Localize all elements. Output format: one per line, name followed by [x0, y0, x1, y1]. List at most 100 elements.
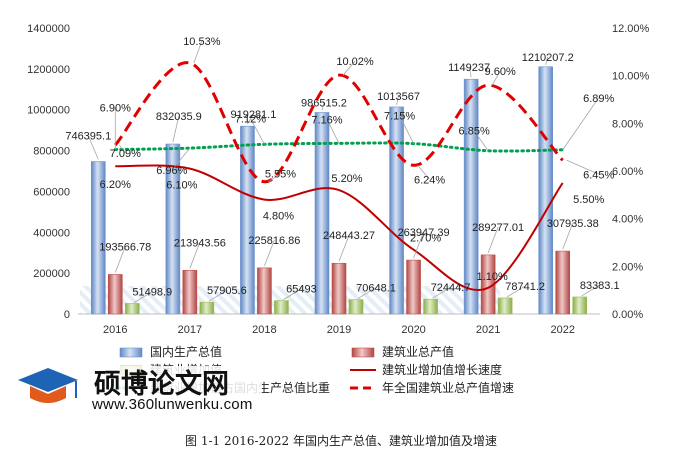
label-gdp: 986515.2 [301, 97, 347, 109]
y-tick-label: 800000 [33, 146, 70, 158]
bar-construction-added [423, 298, 438, 315]
line-added-share [113, 141, 565, 153]
lines [113, 61, 565, 291]
legend-item: 建筑业增加值增长速度 [350, 362, 502, 377]
label-construction-output: 307935.38 [547, 218, 599, 230]
leader-line [566, 159, 599, 175]
label-output-growth: 7.09% [110, 148, 141, 160]
leader-line [562, 222, 574, 250]
label-construction-added: 51498.9 [132, 286, 172, 298]
y2-tick-label: 0.00% [612, 309, 643, 321]
y-tick-label: 1000000 [27, 105, 70, 117]
bar-construction-added [572, 296, 588, 315]
x-tick-label: 2022 [550, 324, 574, 336]
bar-construction-output [107, 274, 123, 315]
leader-line [357, 287, 377, 299]
legend-swatch [119, 347, 143, 358]
leader-line [283, 288, 302, 300]
label-gdp: 1013567 [377, 91, 420, 103]
leader-line [487, 226, 499, 254]
figure-caption: 图 1-1 2016-2022 年国内生产总值、建筑业增加值及增速 [185, 434, 497, 448]
legend-label: 国内生产总值 [150, 344, 222, 359]
x-tick-label: 2021 [476, 324, 500, 336]
leader-line [417, 165, 430, 180]
leader-line [399, 115, 414, 144]
bar-construction-added [199, 301, 215, 315]
label-construction-added: 57905.6 [207, 285, 247, 297]
y2-tick-label: 4.00% [612, 214, 643, 226]
legend-label: 建筑业增加值增长速度 [382, 362, 502, 377]
legend-item: 年全国建筑业总产值增速 [350, 380, 514, 395]
leader-line [172, 115, 180, 143]
x-tick-label: 2017 [178, 324, 202, 336]
label-added-growth: 6.20% [100, 179, 131, 191]
label-added-share: 7.16% [311, 114, 342, 126]
bar-construction-output [257, 267, 272, 315]
axes: 0 200000 400000 600000 800000 1000000 1200000 1… [27, 23, 649, 336]
bar-construction-added [348, 299, 364, 315]
legend-label: 建筑业总产值 [382, 344, 454, 359]
legend-label: 年全国建筑业总产值增速 [382, 380, 514, 395]
label-gdp: 1210207.2 [522, 52, 574, 64]
y2-tick-label: 8.00% [612, 118, 643, 130]
y-tick-label: 400000 [33, 227, 70, 239]
bar-gdp [165, 143, 181, 315]
label-construction-added: 72444.7 [431, 282, 471, 294]
leader-line [189, 242, 201, 269]
leader-line [264, 239, 275, 267]
leader-line [432, 286, 451, 299]
leader-line [114, 246, 126, 273]
bar-construction-output [555, 250, 571, 315]
bar-gdp [538, 66, 554, 315]
label-output-growth: 10.02% [336, 56, 374, 68]
x-tick-label: 2019 [327, 324, 351, 336]
bar-gdp [463, 78, 479, 315]
leader-line [506, 285, 526, 298]
leader-line [247, 113, 254, 125]
legend-swatch [351, 347, 375, 358]
label-output-growth: 6.45% [583, 169, 614, 181]
y2-tick-label: 10.00% [612, 71, 650, 83]
bar-construction-added [124, 303, 140, 315]
label-added-growth: 5.20% [331, 173, 362, 185]
label-gdp: 746395.1 [65, 131, 111, 143]
bar-construction-output [406, 259, 421, 315]
label-added-share: 6.90% [100, 103, 131, 115]
label-construction-added: 83383.1 [580, 280, 620, 292]
leader-line [562, 97, 600, 151]
leader-line [208, 289, 228, 302]
line-construction-added-growth [115, 164, 564, 291]
y-tick-label: 0 [64, 309, 70, 321]
leader-line [342, 60, 356, 76]
watermark: 硕博论文网 [8, 360, 262, 416]
watermark-title: 硕博论文网 [94, 368, 229, 400]
y2-tick-label: 6.00% [612, 166, 643, 178]
y-tick-label: 200000 [33, 268, 70, 280]
label-construction-output: 289277.01 [472, 222, 524, 234]
y-tick-label: 1200000 [27, 64, 70, 76]
x-tick-label: 2020 [401, 324, 425, 336]
label-construction-output: 263947.39 [398, 227, 450, 239]
label-added-share: 7.15% [384, 111, 415, 123]
label-gdp: 1149237 [448, 62, 490, 74]
bar-gdp [314, 112, 330, 315]
leader-line [193, 40, 203, 64]
leader-line [413, 231, 424, 259]
line-output-growth [114, 61, 564, 184]
bar-construction-output [182, 269, 198, 315]
leader-line [338, 235, 350, 262]
bar-gdp [90, 161, 106, 315]
label-added-growth: 5.50% [573, 194, 604, 206]
label-construction-added: 65493 [286, 284, 317, 296]
label-added-share: 7.12% [235, 113, 266, 125]
label-output-growth: 10.53% [183, 36, 221, 48]
y2-tick-label: 12.00% [612, 23, 650, 35]
label-added-growth: 4.80% [263, 211, 294, 223]
label-added-share: 6.96% [156, 165, 187, 177]
label-gdp: 919281.1 [230, 109, 276, 121]
leader-line [268, 173, 281, 183]
leader-line [545, 56, 549, 65]
label-added-growth: 2.70% [410, 233, 441, 245]
leader-line [491, 71, 501, 86]
label-added-share: 6.89% [583, 93, 614, 105]
